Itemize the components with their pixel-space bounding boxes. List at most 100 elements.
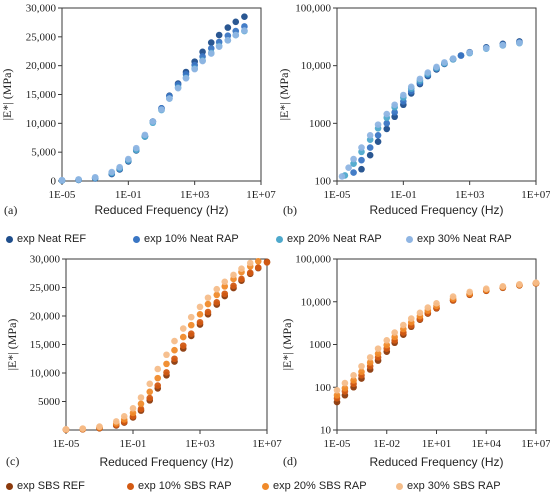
data-point	[154, 365, 162, 373]
data-point	[263, 259, 271, 266]
y-tick-label: 100,000	[295, 3, 331, 15]
data-point	[204, 300, 212, 308]
data-point	[163, 369, 170, 376]
data-point	[224, 24, 232, 31]
data-point	[391, 329, 398, 336]
y-tick-label: 25,000	[26, 31, 57, 43]
data-point	[383, 110, 391, 118]
series-4	[333, 279, 540, 394]
series-4	[338, 39, 523, 180]
data-point	[120, 413, 128, 420]
data-point	[358, 368, 365, 376]
data-point	[383, 341, 391, 349]
data-point	[350, 160, 357, 167]
y-tick-label: 5,000	[31, 147, 56, 159]
legend-label: exp 20% SBS RAP	[273, 480, 367, 492]
legend-label: exp 30% Neat RAP	[417, 233, 512, 245]
panel-label: (a)	[4, 203, 17, 217]
data-point	[187, 330, 195, 337]
data-point	[196, 303, 204, 311]
series-2	[62, 259, 271, 433]
series-3	[333, 279, 540, 399]
data-point	[407, 315, 415, 322]
y-tick-label: 10,000	[301, 60, 332, 72]
data-point	[149, 118, 157, 125]
x-tick-label: 1E-02	[373, 438, 400, 450]
data-point	[391, 109, 398, 116]
data-point	[516, 281, 523, 288]
data-point	[383, 125, 391, 133]
series-3	[58, 27, 248, 184]
x-tick-label: 1E-05	[49, 189, 76, 201]
data-point	[154, 374, 162, 382]
y-tick-label: 5000	[38, 396, 61, 408]
data-point	[383, 337, 391, 344]
data-point	[213, 299, 221, 306]
x-axis-label: Reduced Frequency (Hz)	[99, 455, 233, 469]
x-tick-label: 1E-05	[324, 189, 351, 201]
series-1	[358, 38, 523, 173]
data-point	[241, 27, 248, 34]
legend-marker	[262, 482, 269, 490]
data-point	[204, 308, 212, 316]
data-point	[163, 360, 170, 368]
data-point	[366, 151, 374, 159]
data-point	[350, 372, 357, 379]
data-point	[230, 271, 237, 279]
data-point	[424, 69, 432, 76]
data-point	[166, 95, 173, 102]
legend-label: exp SBS REF	[17, 480, 85, 492]
data-point	[196, 310, 204, 318]
y-axis-label: |E*| (MPa)	[0, 69, 14, 121]
data-point	[154, 382, 162, 389]
data-point	[204, 294, 212, 302]
data-point	[416, 309, 424, 317]
data-point	[374, 121, 382, 128]
data-point	[179, 342, 187, 349]
x-tick-label: 1E-01	[390, 189, 417, 201]
data-point	[137, 394, 145, 401]
data-point	[171, 355, 178, 363]
panel-label: (d)	[283, 454, 297, 468]
data-point	[171, 346, 178, 354]
data-point	[129, 405, 137, 412]
data-point	[241, 13, 248, 20]
data-point	[366, 144, 374, 151]
y-tick-label: 0	[51, 176, 57, 188]
data-point	[424, 304, 432, 311]
data-point	[196, 318, 204, 326]
legend-item-sbs-30: exp 30% SBS RAP	[396, 480, 501, 492]
data-point	[400, 321, 407, 329]
data-point	[75, 176, 82, 183]
data-point	[366, 354, 374, 361]
series-2	[333, 280, 540, 402]
y-tick-label: 100	[315, 176, 332, 188]
data-point	[499, 41, 507, 49]
data-point	[215, 43, 223, 50]
data-point	[221, 278, 229, 286]
data-point	[224, 32, 232, 39]
data-point	[191, 65, 198, 73]
chart-panel-3: 5000 10,000 15,000 20,000 25,000 30,000 1E-05 1…	[5, 254, 282, 470]
data-point	[146, 388, 154, 396]
data-point	[374, 345, 382, 352]
data-point	[350, 155, 357, 163]
data-point	[516, 39, 523, 47]
x-tick-label: 1E-05	[53, 438, 80, 450]
legend-marker	[6, 235, 13, 243]
legend-label: exp 10% SBS RAP	[138, 480, 232, 492]
y-axis-label: |E*| (MPa)	[280, 319, 294, 371]
chart-panel-2: 100 1000 10,000 100,000 1E-05 1E-01 1E+03 1E+07…	[277, 3, 550, 218]
plot-frame	[65, 258, 268, 431]
x-tick-label: 1E-01	[115, 189, 142, 201]
data-point	[391, 101, 398, 109]
data-point	[91, 173, 99, 181]
legend-neat: exp Neat REF exp 10% Neat RAP exp 20% Ne…	[0, 233, 550, 247]
chart-panel-1: 0 5,000 10,000 15,000 20,000 25,000 30,000 1E-0…	[0, 3, 276, 218]
data-point	[366, 132, 374, 139]
data-point	[358, 362, 365, 370]
data-point	[333, 386, 341, 394]
y-tick-label: 100	[315, 382, 332, 394]
plot-frame	[336, 7, 537, 182]
legend-label: exp 10% Neat RAP	[144, 233, 239, 245]
